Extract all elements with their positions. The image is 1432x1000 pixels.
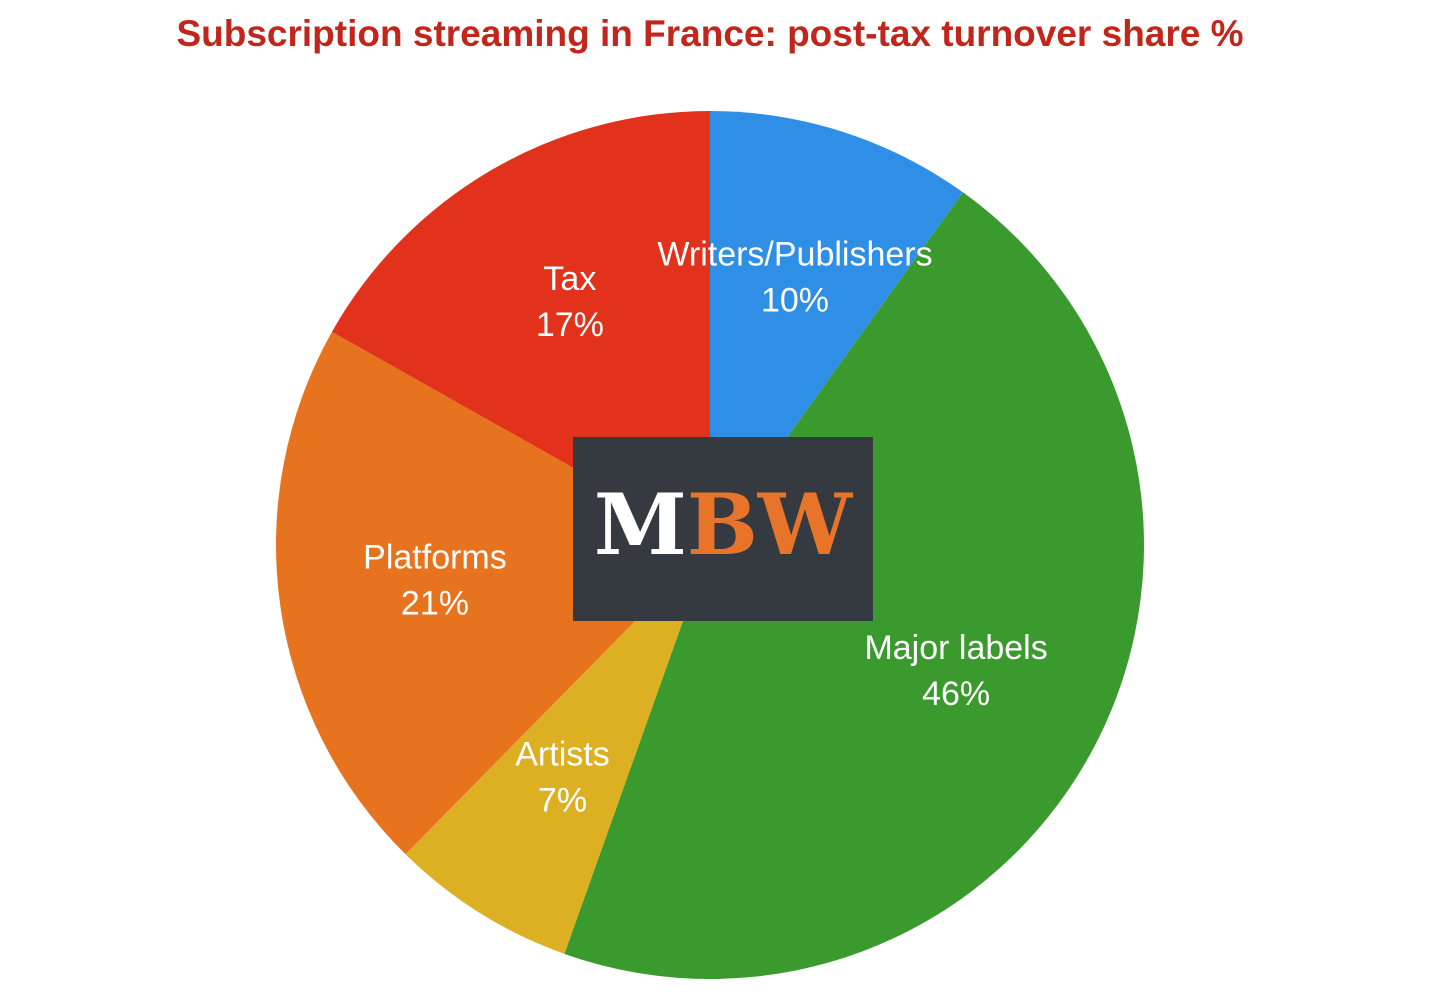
slice-label: Artists bbox=[515, 735, 609, 773]
pie-slice bbox=[710, 111, 963, 545]
chart-title: Subscription streaming in France: post-t… bbox=[176, 13, 1243, 54]
value-label: 21% bbox=[401, 585, 469, 623]
pie-slice bbox=[405, 545, 710, 954]
logo-part: BW bbox=[687, 475, 854, 574]
slice-label: Tax bbox=[543, 260, 596, 298]
pie-slice bbox=[276, 331, 710, 855]
value-label: 10% bbox=[761, 282, 829, 320]
logo-part: M bbox=[594, 475, 687, 574]
labels: Writers/Publishers 10% Major labels 46% Arti… bbox=[363, 236, 1048, 820]
value-label: 17% bbox=[536, 306, 604, 344]
logo-box bbox=[573, 437, 873, 621]
value-label: 7% bbox=[538, 781, 587, 819]
value-label: 46% bbox=[922, 675, 990, 713]
pie-slice bbox=[331, 111, 710, 545]
slice-label: Platforms bbox=[363, 539, 507, 577]
pie bbox=[276, 111, 1144, 979]
logo: MBW bbox=[594, 475, 854, 574]
slice-label: Writers/Publishers bbox=[657, 236, 932, 274]
slice-label: Major labels bbox=[864, 629, 1047, 667]
